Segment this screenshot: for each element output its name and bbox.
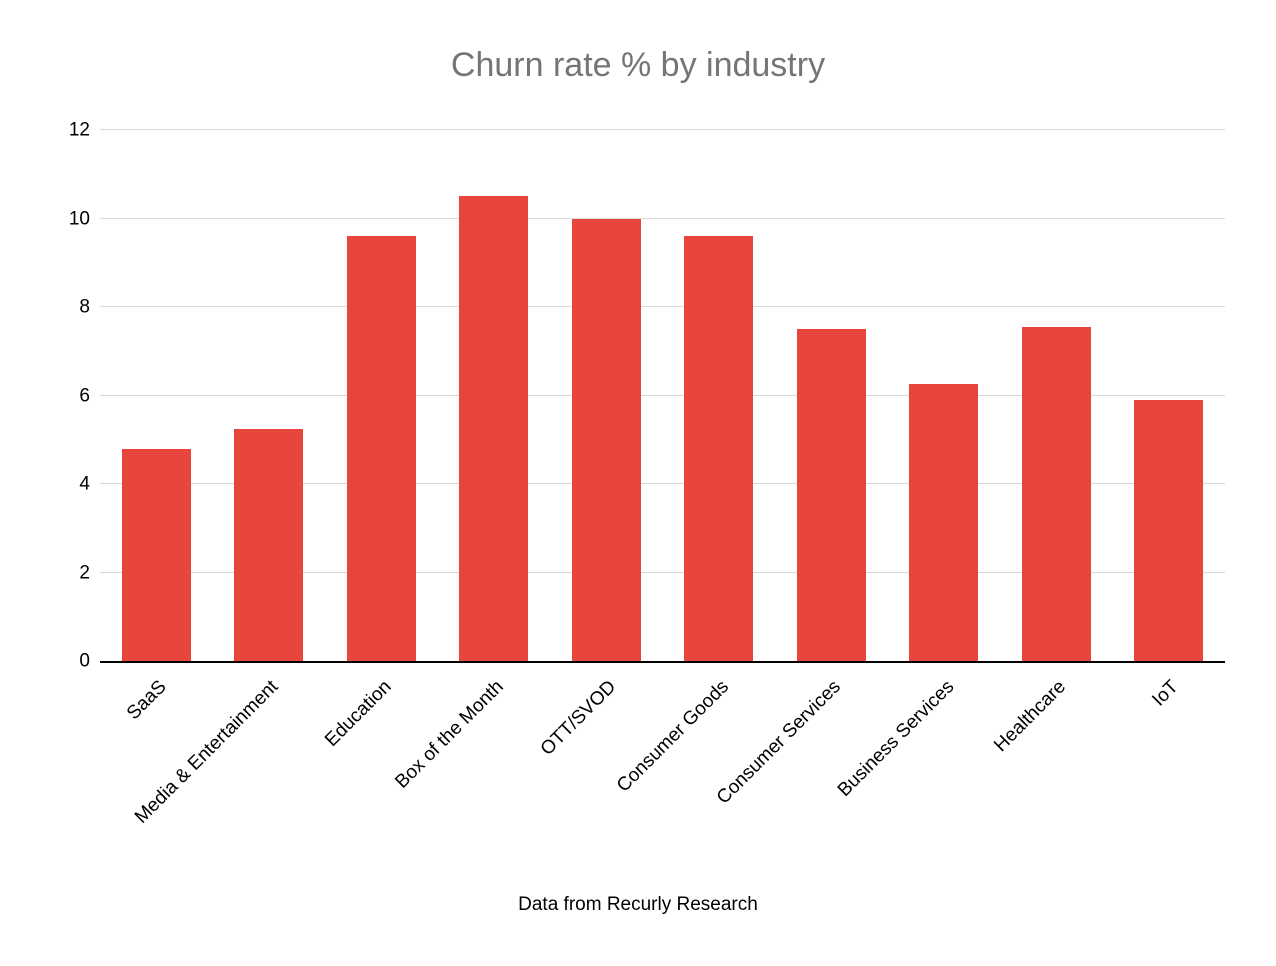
- y-tick-label: 10: [68, 208, 90, 229]
- bar-education: [346, 236, 416, 661]
- bar-slot-consumer-services: [775, 130, 888, 661]
- x-axis-label-saas: SaaS: [122, 676, 171, 725]
- bar-slot-consumer-goods: [663, 130, 776, 661]
- bar-slot-ott-svod: [550, 130, 663, 661]
- bar-slot-saas: [100, 130, 213, 661]
- y-axis: 0 2 4 6 8 10 12: [36, 121, 90, 671]
- bar-consumer-services: [796, 329, 866, 661]
- chart-footnote: Data from Recurly Research: [518, 894, 758, 915]
- plot-area: [100, 129, 1225, 663]
- x-axis-label-healthcare: Healthcare: [990, 676, 1071, 757]
- bar-slot-iot: [1113, 130, 1226, 661]
- x-label-slot-iot: IoT: [1113, 665, 1226, 875]
- y-tick-label: 2: [79, 562, 90, 583]
- x-label-slot-media-entertainment: Media & Entertainment: [131, 665, 326, 875]
- y-tick-label: 0: [79, 650, 90, 672]
- bar-slot-box-of-the-month: [438, 130, 551, 661]
- x-label-slot-healthcare: Healthcare: [991, 665, 1113, 875]
- y-tick-label: 4: [79, 473, 90, 495]
- bars-row: [100, 130, 1225, 661]
- y-tick-label: 12: [68, 119, 90, 141]
- bar-business-services: [909, 384, 979, 661]
- bar-slot-healthcare: [1000, 130, 1113, 661]
- y-tick-label: 8: [79, 296, 90, 318]
- chart-title: Churn rate % by industry: [450, 46, 826, 84]
- x-label-slot-box-of-the-month: Box of the Month: [391, 665, 551, 875]
- bar-healthcare: [1021, 326, 1091, 661]
- gridline: [100, 571, 1225, 573]
- gridline: [100, 217, 1225, 219]
- gridline: [100, 306, 1225, 307]
- gridline: [100, 394, 1225, 396]
- x-axis-label-ott-svod: OTT/SVOD: [536, 676, 621, 760]
- bar-box-of-the-month: [459, 196, 529, 661]
- x-axis-label-iot: IoT: [1148, 676, 1183, 711]
- bar-media-entertainment: [234, 428, 304, 661]
- x-labels-row: SaaS Media & Entertainment Education Box of…: [100, 665, 1225, 875]
- x-axis-label-education: Education: [320, 676, 396, 751]
- gridline: [100, 129, 1225, 130]
- x-label-slot-business-services: Business Services: [833, 665, 1001, 875]
- bar-saas: [121, 448, 191, 661]
- bar-ott-svod: [571, 218, 641, 661]
- bar-slot-business-services: [888, 130, 1001, 661]
- y-tick-label: 6: [79, 385, 90, 406]
- gridline: [100, 483, 1225, 484]
- bar-iot: [1134, 399, 1204, 661]
- bar-slot-media-entertainment: [213, 130, 326, 661]
- bar-consumer-goods: [684, 236, 754, 661]
- bar-slot-education: [325, 130, 438, 661]
